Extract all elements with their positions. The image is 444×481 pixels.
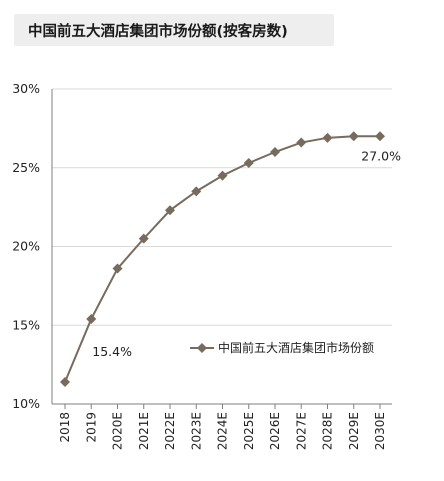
x-tick-label: 2030E — [373, 412, 387, 450]
data-point — [217, 170, 228, 181]
data-point — [348, 131, 359, 142]
legend-label: 中国前五大酒店集团市场份额 — [218, 340, 374, 355]
data-point — [296, 137, 307, 148]
x-tick-label: 2021E — [137, 412, 151, 450]
data-point — [322, 132, 333, 143]
data-label: 15.4% — [92, 344, 132, 359]
y-tick-label: 10% — [12, 396, 40, 411]
x-tick-label: 2029E — [347, 412, 361, 450]
data-label: 27.0% — [361, 148, 401, 163]
data-point — [191, 186, 202, 197]
x-tick-label: 2024E — [216, 412, 230, 450]
y-tick-label: 15% — [12, 317, 40, 332]
y-tick-label: 20% — [12, 239, 40, 254]
data-point — [60, 376, 70, 387]
x-tick-label: 2026E — [268, 412, 282, 450]
x-tick-label: 2020E — [111, 412, 125, 450]
x-tick-label: 2019 — [84, 412, 98, 443]
chart-title-box: 中国前五大酒店集团市场份额(按客房数) — [14, 14, 334, 46]
x-tick-label: 2018 — [58, 412, 72, 443]
data-point — [86, 313, 97, 324]
legend-marker — [197, 343, 207, 353]
data-point — [375, 131, 385, 142]
x-tick-label: 2027E — [294, 412, 308, 450]
chart-title: 中国前五大酒店集团市场份额(按客房数) — [28, 24, 288, 40]
data-point — [165, 205, 175, 216]
data-point — [138, 233, 149, 244]
data-point — [112, 263, 123, 274]
x-tick-label: 2025E — [242, 412, 256, 450]
x-tick-label: 2022E — [163, 412, 177, 450]
y-tick-label: 30% — [12, 81, 40, 96]
data-point — [243, 158, 254, 169]
data-point — [270, 147, 280, 157]
y-tick-label: 25% — [12, 160, 40, 175]
x-tick-label: 2028E — [321, 412, 335, 450]
x-tick-label: 2023E — [189, 412, 203, 450]
